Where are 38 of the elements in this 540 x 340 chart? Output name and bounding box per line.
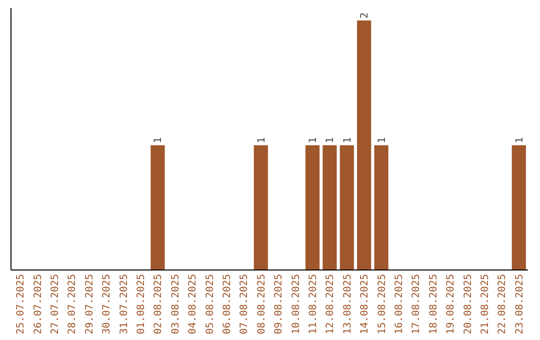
x-tick-label: 17.08.2025 <box>411 274 422 334</box>
x-tick-label: 25.07.2025 <box>16 274 27 334</box>
x-tick-label: 26.07.2025 <box>32 274 44 334</box>
x-tick-label: 31.07.2025 <box>118 274 130 334</box>
data-label: 1 <box>256 137 268 144</box>
x-tick-label: 10.08.2025 <box>290 274 302 334</box>
x-tick-label: 08.08.2025 <box>256 274 268 334</box>
x-tick-label: 22.08.2025 <box>497 274 508 334</box>
x-tick-label: 07.08.2025 <box>239 274 250 334</box>
data-label: 1 <box>376 137 388 144</box>
x-tick-label: 01.08.2025 <box>136 274 148 334</box>
x-tick-label: 20.08.2025 <box>462 274 474 334</box>
x-tick-label: 12.08.2025 <box>325 274 336 334</box>
x-tick-label: 23.08.2025 <box>514 274 526 334</box>
x-tick-label: 02.08.2025 <box>153 274 164 334</box>
x-tick-label: 28.07.2025 <box>67 274 78 334</box>
data-label: 1 <box>514 137 526 144</box>
x-tick-label: 30.07.2025 <box>102 274 113 334</box>
x-tick-label: 11.08.2025 <box>308 274 319 334</box>
data-label: 1 <box>325 137 336 144</box>
x-tick-label: 15.08.2025 <box>376 274 388 334</box>
data-label: 1 <box>153 137 164 144</box>
x-tick-label: 09.08.2025 <box>274 274 285 334</box>
x-tick-label: 13.08.2025 <box>342 274 354 334</box>
x-tick-label: 18.08.2025 <box>428 274 440 334</box>
data-label: 2 <box>360 12 371 18</box>
x-tick-label: 14.08.2025 <box>360 274 371 334</box>
data-label: 1 <box>342 137 354 144</box>
x-tick-label: 29.07.2025 <box>84 274 96 334</box>
x-tick-label: 21.08.2025 <box>480 274 491 334</box>
x-tick-label: 05.08.2025 <box>204 274 216 334</box>
x-tick-label: 06.08.2025 <box>222 274 234 334</box>
x-tick-label: 03.08.2025 <box>170 274 182 334</box>
data-label: 1 <box>308 137 319 144</box>
x-tick-label: 27.07.2025 <box>50 274 62 334</box>
x-tick-label: 19.08.2025 <box>446 274 457 334</box>
x-tick-label: 04.08.2025 <box>188 274 199 334</box>
x-tick-label: 16.08.2025 <box>394 274 405 334</box>
